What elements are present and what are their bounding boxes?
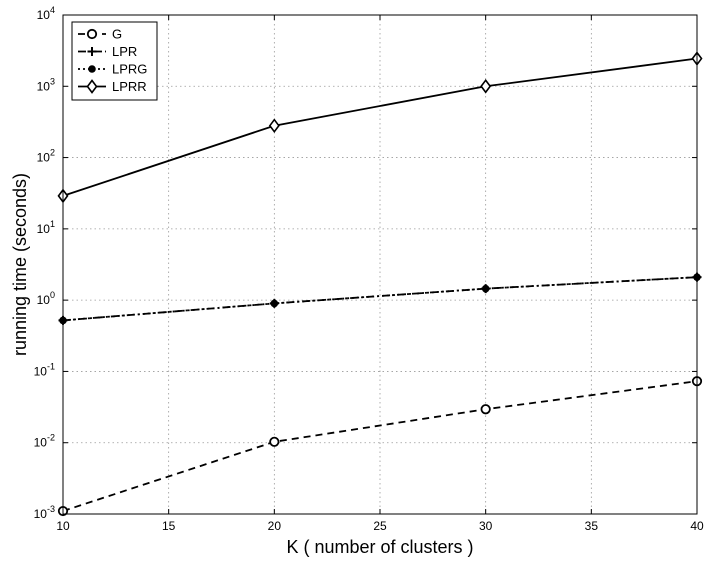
legend-label: LPRG (112, 62, 147, 77)
data-point-lprr (480, 78, 492, 94)
x-tick-label: 35 (585, 519, 599, 533)
legend-item-lprr: LPRR (78, 79, 147, 94)
series-line-g (62, 380, 698, 512)
y-tick-label: 103 (37, 76, 55, 93)
legend-label: LPRR (112, 79, 147, 94)
legend-item-lprg: LPRG (78, 62, 147, 77)
y-tick-label: 10-1 (34, 361, 55, 378)
legend-swatch-marker (86, 28, 98, 40)
y-tick-label: 101 (37, 219, 55, 236)
series-line-lprg (62, 276, 698, 322)
legend-swatch-marker (86, 79, 98, 94)
x-axis-label: K ( number of clusters ) (286, 537, 473, 557)
ticks: 10 15 20 25 30 35 40 10-3 10-2 10-1 100 101 102 103 10… (34, 5, 704, 533)
legend-swatch-marker (87, 47, 97, 56)
data-point-g (269, 436, 280, 447)
data-point-lprg (270, 299, 279, 308)
data-point-lprr (268, 118, 280, 134)
legend-label: G (112, 27, 122, 42)
legend-label: LPR (112, 44, 137, 59)
series-line-lprr (62, 57, 698, 197)
series-line-lpr (62, 276, 698, 322)
series-layer (57, 51, 703, 517)
data-point-lprg (481, 284, 490, 293)
legend: G LPR LPRG LPRR (71, 21, 158, 101)
y-tick-label: 102 (37, 148, 55, 165)
x-tick-label: 15 (162, 519, 176, 533)
y-tick-label: 100 (37, 290, 55, 307)
y-tick-label: 10-3 (34, 504, 55, 521)
x-tick-label: 20 (268, 519, 282, 533)
x-tick-label: 10 (56, 519, 70, 533)
y-tick-label: 10-2 (34, 433, 55, 450)
y-tick-label: 104 (37, 5, 55, 22)
x-tick-label: 30 (479, 519, 493, 533)
legend-swatch-marker (88, 65, 96, 73)
legend-item-lpr: LPR (78, 44, 137, 59)
x-tick-label: 40 (690, 519, 704, 533)
y-axis-label: running time (seconds) (10, 173, 30, 356)
data-point-g (480, 404, 491, 415)
grid (63, 15, 697, 514)
legend-item-g: G (78, 27, 122, 42)
x-tick-label: 25 (373, 519, 387, 533)
